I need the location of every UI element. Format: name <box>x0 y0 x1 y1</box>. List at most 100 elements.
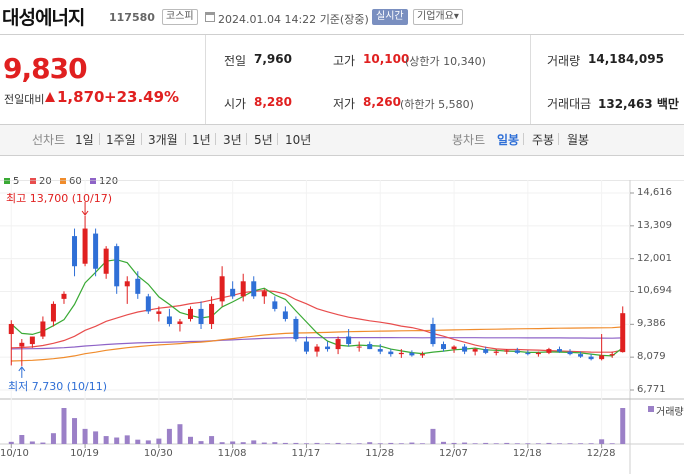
ma5-label: 5 <box>13 176 20 187</box>
volume-bar <box>177 424 183 444</box>
candle-down <box>556 349 562 352</box>
volume-bar <box>166 428 172 444</box>
volume-bar <box>93 431 99 444</box>
candle-up <box>103 248 109 274</box>
ma120-swatch <box>90 178 96 184</box>
low-arrow-head <box>18 366 26 372</box>
candle-up <box>29 336 35 345</box>
volume-bar <box>514 443 520 444</box>
candle-up <box>535 352 541 355</box>
chart-tab-bar <box>0 124 684 156</box>
tab-candle-chart[interactable]: 봉차트 <box>452 133 486 147</box>
candle-down <box>377 349 383 352</box>
candle-down <box>367 344 373 350</box>
candle-down <box>282 311 288 319</box>
candle-up <box>620 313 626 353</box>
tab-1d[interactable]: 1일 <box>75 133 94 147</box>
volume-legend-swatch <box>648 406 654 412</box>
volume-bar <box>40 442 46 444</box>
amount-value: 132,463 백만 <box>598 95 679 112</box>
candle-down <box>483 349 489 353</box>
low-value: 8,260 <box>363 95 401 109</box>
volume-bar <box>546 442 552 444</box>
price-diff: 1,870 <box>57 88 105 106</box>
x-tick-label: 11/08 <box>217 448 247 459</box>
ma20-label: 20 <box>39 176 52 187</box>
volume-bar <box>261 442 267 444</box>
high-label: 고가 <box>333 54 356 68</box>
candle-up <box>209 303 215 324</box>
candle-up <box>8 323 14 335</box>
candle-down <box>72 236 78 267</box>
volume-bar <box>19 435 25 444</box>
candle-up <box>546 349 552 353</box>
chart-grid <box>0 180 684 474</box>
y-tick-label: 9,386 <box>637 318 666 330</box>
datetime-value: 2024.01.04 14:22 <box>218 13 317 26</box>
tab-line-chart[interactable]: 선차트 <box>32 133 66 147</box>
ma5-swatch <box>4 178 10 184</box>
volume-bar <box>240 442 246 444</box>
tab-3y[interactable]: 3년 <box>223 133 242 147</box>
x-tick-label: 10/19 <box>70 448 99 459</box>
ma20-line <box>11 290 623 353</box>
y-tick-label: 12,001 <box>637 252 672 264</box>
tab-5y[interactable]: 5년 <box>254 133 273 147</box>
company-overview-label: 기업개요 <box>417 11 454 22</box>
ma60-label: 60 <box>69 176 82 187</box>
candle-up <box>504 350 510 352</box>
volume-bar <box>567 443 573 444</box>
candle-up <box>19 342 25 347</box>
realtime-badge[interactable]: 실시간 <box>372 9 408 25</box>
volume-bar <box>282 442 288 444</box>
annotations <box>18 202 89 378</box>
low-label: 저가 <box>333 97 356 111</box>
candle-down <box>272 301 278 309</box>
tab-daily[interactable]: 일봉 <box>497 133 520 147</box>
candle-down <box>135 278 141 294</box>
prev-close-value: 7,960 <box>254 52 292 66</box>
candle-up <box>177 321 183 324</box>
tab-separator <box>277 133 278 145</box>
volume-bars <box>8 408 626 444</box>
volume-bar <box>198 441 204 444</box>
candle-up <box>40 321 46 337</box>
candle-up <box>398 352 404 355</box>
market-badge: 코스피 <box>162 9 198 25</box>
volume-bar <box>367 442 373 444</box>
open-value: 8,280 <box>254 95 292 109</box>
candlestick-chart[interactable] <box>0 180 684 474</box>
tab-10y[interactable]: 10년 <box>285 133 312 147</box>
volume-bar <box>251 440 257 444</box>
x-tick-label: 10/10 <box>0 448 29 459</box>
volume-legend-label: 거래량 <box>656 407 684 418</box>
volume-bar <box>335 442 341 444</box>
upper-limit: (상한가 10,340) <box>405 55 486 68</box>
tab-weekly[interactable]: 주봉 <box>532 133 555 147</box>
tab-1w[interactable]: 1주일 <box>106 133 136 147</box>
high-value: 10,100 <box>363 52 410 66</box>
volume-bar <box>187 436 193 444</box>
candle-down <box>567 351 573 355</box>
company-overview-button[interactable]: 기업개요▾ <box>413 9 463 25</box>
tab-1y[interactable]: 1년 <box>192 133 211 147</box>
header-divider <box>0 34 684 35</box>
candle-up <box>451 346 457 350</box>
ma120-label: 120 <box>99 176 119 187</box>
volume-bar <box>230 441 236 444</box>
candle-down <box>230 288 236 297</box>
tab-monthly[interactable]: 월봉 <box>567 133 590 147</box>
candle-down <box>462 346 468 352</box>
amount-number: 132,463 <box>598 97 653 111</box>
diff-label: 전일대비 <box>4 93 45 106</box>
candle-up <box>61 293 67 299</box>
volume-bar <box>578 443 584 444</box>
tab-3m[interactable]: 3개월 <box>148 133 178 147</box>
candle-up <box>124 281 130 287</box>
tab-separator <box>558 133 559 145</box>
volume-bar <box>388 442 394 444</box>
up-arrow-icon <box>45 92 55 102</box>
ma120-line <box>11 337 623 350</box>
volume-bar <box>451 442 457 444</box>
candle-up <box>493 351 499 353</box>
